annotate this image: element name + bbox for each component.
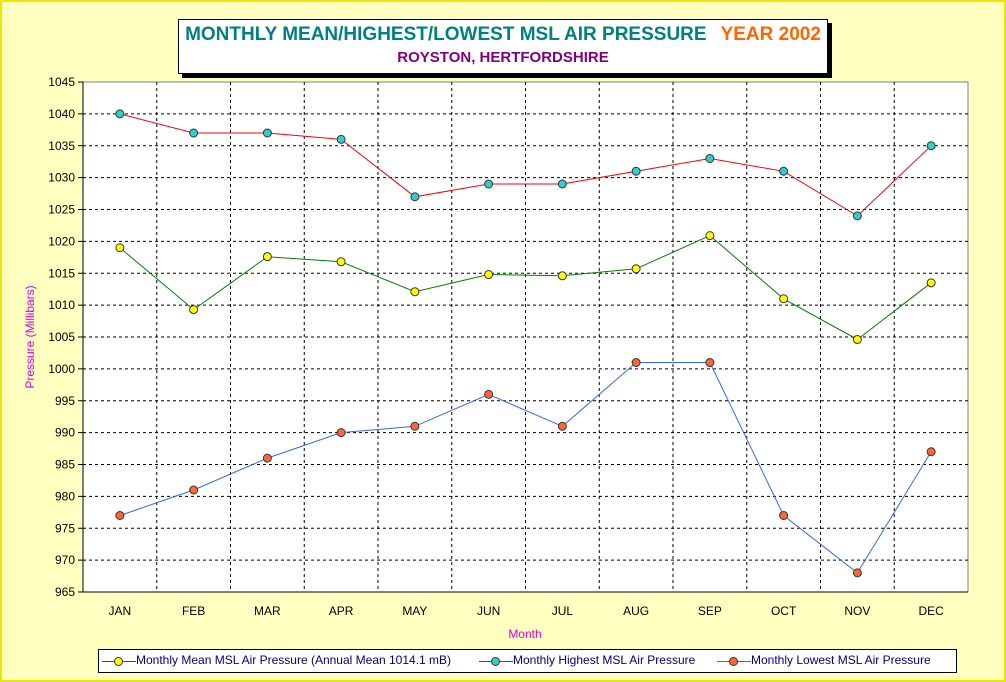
point-lowest (926, 447, 936, 457)
point-highest (926, 141, 936, 151)
point-mean (410, 287, 420, 297)
x-tick-label: JAN (109, 604, 132, 618)
point-lowest (115, 511, 125, 520)
x-axis-title: Month (508, 627, 541, 641)
y-tick-label: 975 (55, 521, 75, 535)
y-tick-label: 1015 (48, 266, 75, 280)
point-lowest (262, 453, 272, 463)
series-line-lowest (119, 362, 932, 574)
legend-label-lowest: Monthly Lowest MSL Air Pressure (751, 653, 931, 667)
x-tick-label: APR (329, 604, 354, 618)
x-tick-label: JUL (552, 604, 574, 618)
point-highest (189, 128, 199, 138)
x-tick-label: JUN (477, 604, 500, 618)
y-tick-label: 1030 (48, 171, 75, 185)
x-tick-label: DEC (918, 604, 944, 618)
legend-item-highest: Monthly Highest MSL Air Pressure (479, 653, 695, 668)
x-tick-label: NOV (844, 604, 870, 618)
legend-symbol-highest (479, 654, 513, 668)
point-mean (336, 257, 346, 267)
x-tick-labels: JAN FEB MAR APR MAY JUN JUL AUG SEP OCT NOV DEC (109, 604, 945, 618)
series-line-highest (119, 113, 932, 217)
chart-title-year: YEAR 2002 (720, 24, 821, 45)
y-tick-label: 970 (55, 553, 75, 567)
x-tick-label: FEB (182, 604, 205, 618)
point-highest (484, 179, 494, 189)
y-tick-label: 1010 (48, 298, 75, 312)
point-highest (705, 154, 715, 163)
point-mean (705, 231, 715, 241)
y-tick-label: 1040 (48, 107, 75, 121)
point-mean (557, 271, 567, 281)
point-mean (189, 305, 199, 315)
point-highest (262, 128, 272, 138)
y-tick-label: 985 (55, 458, 75, 472)
x-tick-label: MAR (254, 604, 281, 618)
point-mean (115, 243, 125, 253)
chart-title-text: MONTHLY MEAN/HIGHEST/LOWEST MSL AIR PRES… (185, 24, 707, 45)
point-mean (484, 270, 494, 280)
legend: Monthly Mean MSL Air Pressure (Annual Me… (98, 649, 957, 673)
legend-label-mean: Monthly Mean MSL Air Pressure (Annual Me… (136, 653, 452, 667)
point-mean (926, 278, 936, 288)
point-highest (410, 192, 420, 202)
chart-title: MONTHLY MEAN/HIGHEST/LOWEST MSL AIR PRES… (179, 24, 827, 46)
y-tick-label: 1045 (48, 75, 75, 89)
chart-subtitle: ROYSTON, HERTFORDSHIRE (397, 49, 609, 66)
point-highest (631, 166, 641, 176)
point-lowest (189, 485, 199, 495)
y-tick-label: 995 (55, 394, 75, 408)
y-tick-label: 1020 (48, 234, 75, 248)
point-highest (336, 134, 346, 144)
y-tick-label: 1000 (48, 362, 75, 376)
point-lowest (557, 421, 567, 431)
y-tick-label: 980 (55, 489, 75, 503)
point-lowest (779, 511, 789, 520)
point-mean (631, 264, 641, 274)
y-tick-label: 1005 (48, 330, 75, 344)
legend-symbol-lowest (717, 654, 751, 668)
legend-symbol-mean (102, 654, 136, 668)
y-axis-title: Pressure (Millibars) (23, 285, 37, 388)
legend-item-lowest: Monthly Lowest MSL Air Pressure (717, 653, 931, 668)
legend-label-highest: Monthly Highest MSL Air Pressure (513, 653, 696, 667)
x-tick-label: OCT (771, 604, 797, 618)
point-mean (779, 294, 789, 304)
point-lowest (852, 568, 862, 578)
point-lowest (484, 389, 494, 399)
point-lowest (631, 358, 641, 367)
point-mean (852, 335, 862, 345)
chart-title-box: MONTHLY MEAN/HIGHEST/LOWEST MSL AIR PRES… (178, 19, 828, 74)
x-tick-label: AUG (623, 604, 649, 618)
point-highest (779, 166, 789, 176)
point-lowest (410, 421, 420, 431)
grid-lines (82, 82, 968, 593)
x-tick-label: MAY (402, 604, 427, 618)
y-tick-label: 965 (55, 585, 75, 599)
point-lowest (705, 358, 715, 367)
legend-item-mean: Monthly Mean MSL Air Pressure (Annual Me… (102, 653, 451, 668)
y-tick-label: 990 (55, 426, 75, 440)
point-highest (557, 179, 567, 189)
point-lowest (336, 428, 346, 438)
point-highest (852, 211, 862, 221)
y-tick-labels: 965 970 975 980 985 990 995 1000 1005 1010 1015 102… (48, 75, 83, 599)
point-highest (115, 109, 125, 119)
y-tick-label: 1025 (48, 203, 75, 217)
series-line-mean (119, 235, 932, 341)
y-tick-label: 1035 (48, 139, 75, 153)
x-tick-label: SEP (698, 604, 722, 618)
point-mean (262, 252, 272, 262)
series-group (115, 109, 936, 578)
